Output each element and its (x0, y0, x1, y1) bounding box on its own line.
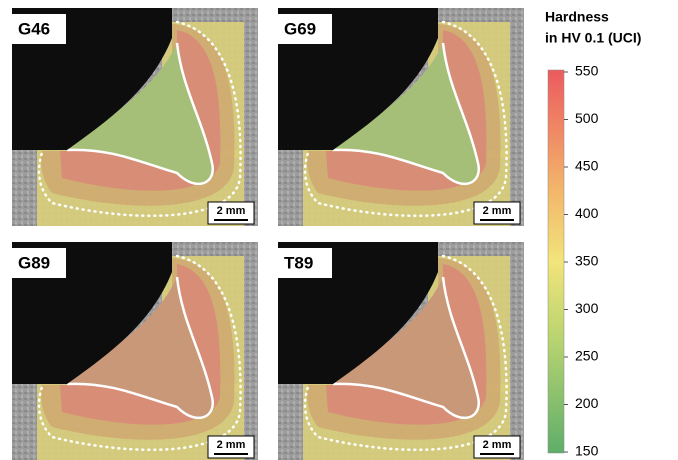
colorbar-tick-label: 400 (575, 205, 599, 221)
colorbar-tick-label: 500 (575, 110, 599, 126)
colorbar-tick-label: 550 (575, 63, 599, 79)
colorbar-tick-label: 300 (575, 300, 599, 316)
scale-label: 2 mm (483, 205, 512, 217)
colorbar-tick-label: 250 (575, 348, 599, 364)
panel: G69 2 mm (278, 8, 524, 226)
colorbar-tick-label: 450 (575, 158, 599, 174)
scale-label: 2 mm (483, 439, 512, 451)
panel-label: T89 (284, 253, 313, 272)
panel: T89 2 mm (278, 242, 524, 460)
panel-label: G46 (18, 19, 50, 38)
colorbar-tick-label: 150 (575, 443, 599, 459)
colorbar-title: Hardness (545, 9, 609, 25)
colorbar (548, 70, 564, 453)
panel: G46 2 mm (12, 8, 258, 226)
colorbar-tick-label: 200 (575, 395, 599, 411)
panel: G89 2 mm (12, 242, 258, 460)
scale-label: 2 mm (217, 205, 246, 217)
panel-label: G69 (284, 19, 316, 38)
colorbar-tick-label: 350 (575, 253, 599, 269)
panel-label: G89 (18, 253, 50, 272)
scale-label: 2 mm (217, 439, 246, 451)
colorbar-title: in HV 0.1 (UCI) (545, 30, 641, 46)
figure: Hardness in HV 0.1 (UCI) G462 mmG692 mmG… (0, 0, 678, 460)
